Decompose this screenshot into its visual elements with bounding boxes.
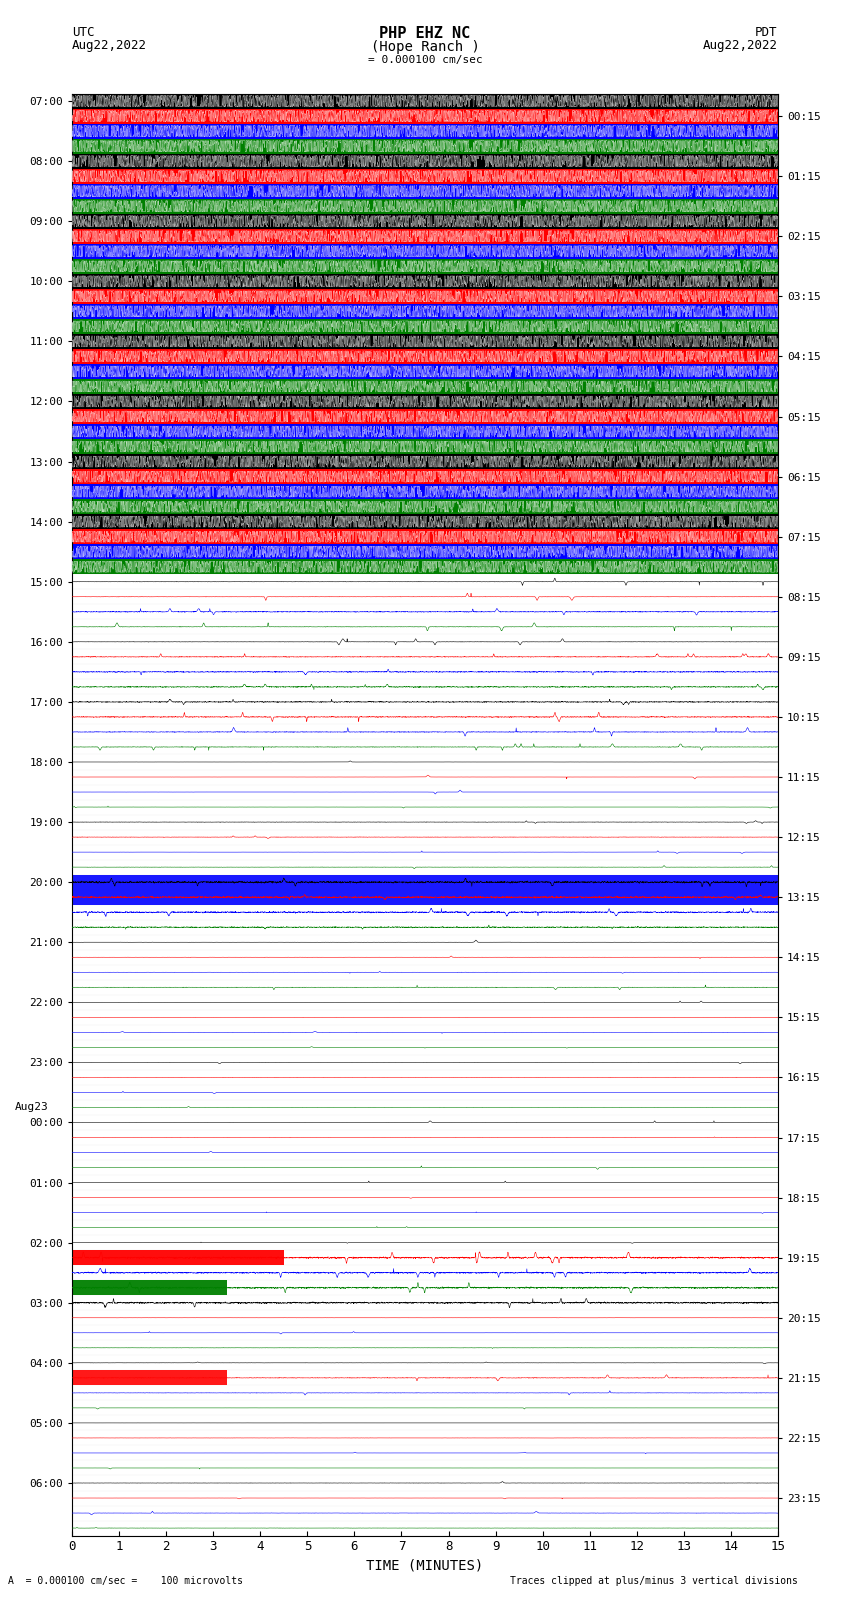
Bar	[72, 108, 778, 124]
Bar	[72, 1371, 228, 1386]
Bar	[72, 484, 778, 498]
Text: Aug22,2022: Aug22,2022	[703, 39, 778, 52]
Bar	[72, 184, 778, 198]
Bar	[72, 169, 778, 184]
Bar	[72, 348, 778, 365]
Bar	[72, 424, 778, 439]
Bar	[72, 303, 778, 319]
Bar	[72, 544, 778, 560]
Bar	[72, 244, 778, 258]
Bar	[72, 139, 778, 153]
Bar	[72, 1281, 228, 1295]
Bar	[72, 94, 778, 108]
Bar	[72, 124, 778, 139]
Bar	[72, 410, 778, 424]
Text: Aug22,2022: Aug22,2022	[72, 39, 147, 52]
Text: PHP EHZ NC: PHP EHZ NC	[379, 26, 471, 42]
Bar	[72, 874, 778, 890]
Bar	[72, 319, 778, 334]
Bar	[72, 365, 778, 379]
Bar	[72, 529, 778, 544]
Bar	[72, 469, 778, 484]
Bar	[72, 560, 778, 574]
Bar	[72, 379, 778, 394]
Bar	[72, 394, 778, 410]
Bar	[72, 455, 778, 469]
Text: (Hope Ranch ): (Hope Ranch )	[371, 40, 479, 53]
Text: Aug23: Aug23	[15, 1102, 48, 1113]
Bar	[72, 258, 778, 274]
Bar	[72, 498, 778, 515]
Text: UTC: UTC	[72, 26, 94, 39]
Bar	[72, 274, 778, 289]
Bar	[72, 215, 778, 229]
Bar	[72, 1250, 284, 1265]
Bar	[72, 198, 778, 215]
Text: PDT: PDT	[756, 26, 778, 39]
Bar	[72, 890, 778, 905]
Text: A  = 0.000100 cm/sec =    100 microvolts: A = 0.000100 cm/sec = 100 microvolts	[8, 1576, 243, 1586]
Bar	[72, 515, 778, 529]
Bar	[72, 289, 778, 303]
Text: Traces clipped at plus/minus 3 vertical divisions: Traces clipped at plus/minus 3 vertical …	[510, 1576, 798, 1586]
X-axis label: TIME (MINUTES): TIME (MINUTES)	[366, 1560, 484, 1573]
Bar	[72, 229, 778, 244]
Bar	[72, 334, 778, 348]
Text: = 0.000100 cm/sec: = 0.000100 cm/sec	[367, 55, 483, 65]
Bar	[72, 153, 778, 169]
Bar	[72, 439, 778, 455]
